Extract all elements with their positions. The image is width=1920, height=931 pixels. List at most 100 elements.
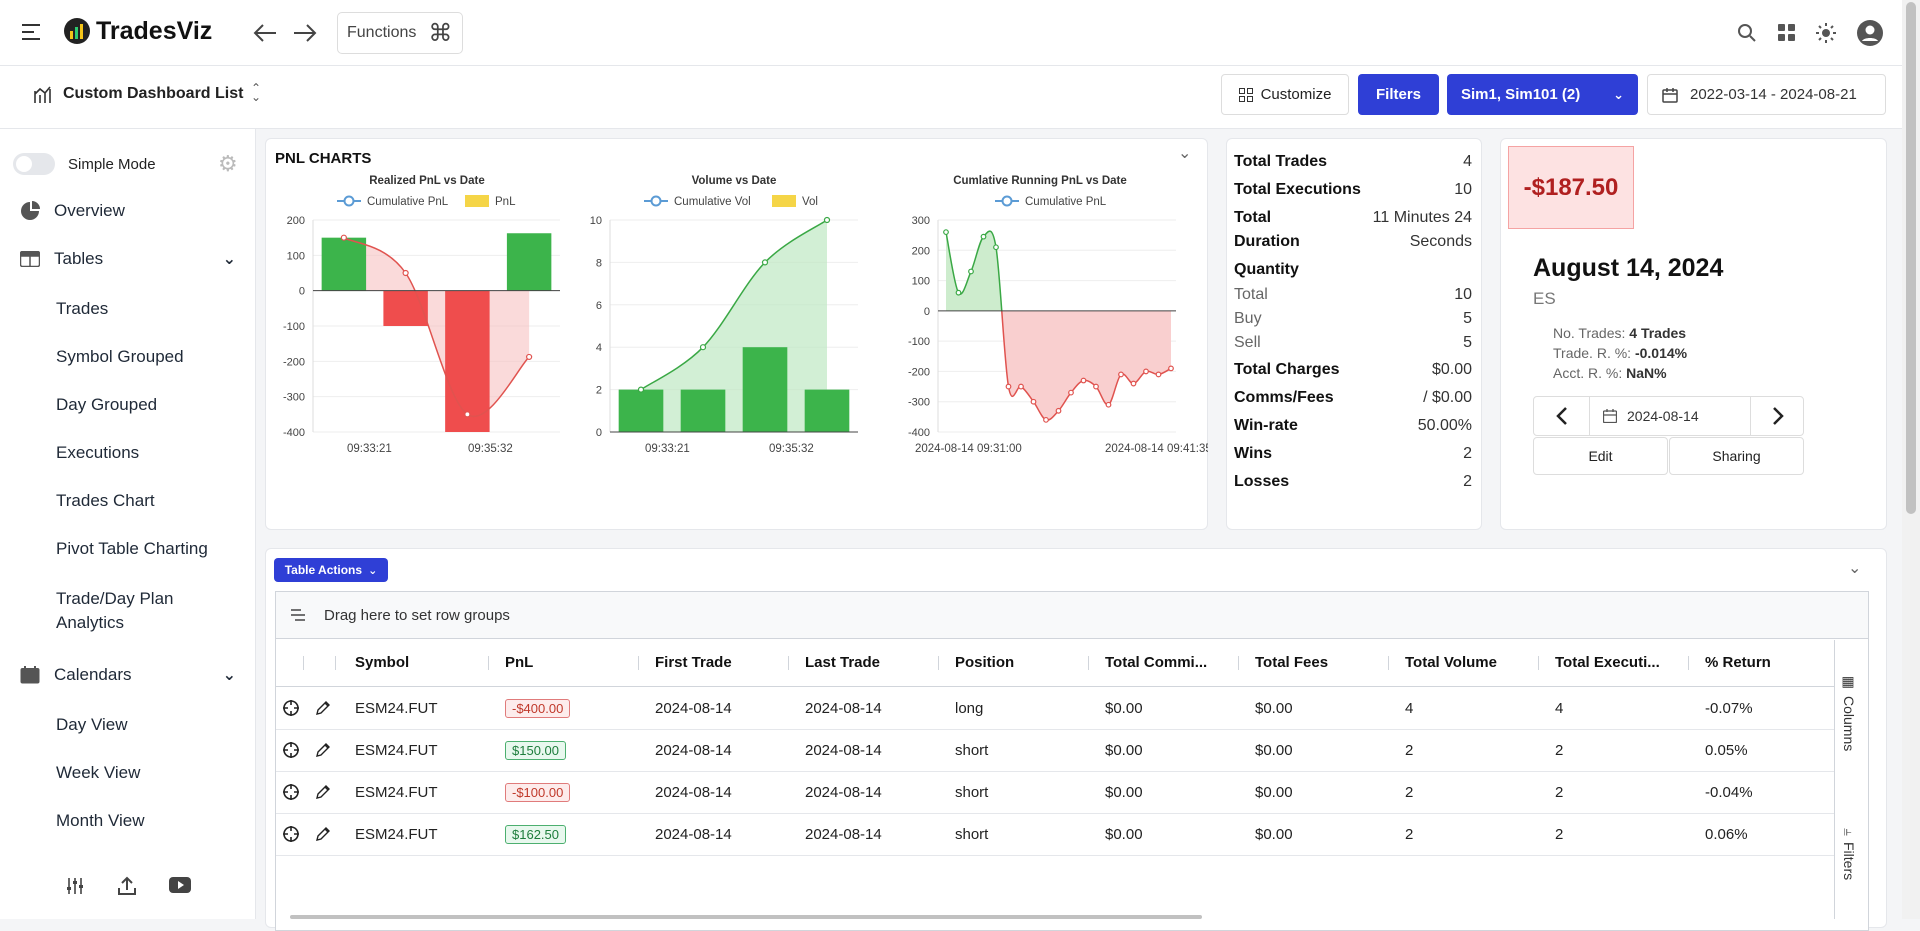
filters-tool-button[interactable]: ⫨ Filters: [1841, 828, 1857, 880]
day-date-input[interactable]: 2024-08-14: [1591, 397, 1750, 435]
sidebar-item-overview[interactable]: Overview: [20, 201, 125, 221]
column-header[interactable]: Total Executi...: [1555, 654, 1660, 671]
edit-pencil-icon[interactable]: [315, 784, 331, 800]
sidebar-item-month-view[interactable]: Month View: [56, 811, 145, 830]
back-arrow-icon[interactable]: [252, 22, 278, 44]
stat-label: Comms/Fees: [1234, 389, 1334, 406]
edit-button[interactable]: Edit: [1533, 437, 1668, 475]
column-header[interactable]: Total Fees: [1255, 654, 1329, 671]
customize-button[interactable]: Customize: [1221, 74, 1349, 115]
column-separator[interactable]: [488, 656, 489, 670]
edit-pencil-icon[interactable]: [315, 700, 331, 716]
filters-label: Filters: [1375, 86, 1421, 103]
sidebar-item-trades[interactable]: Trades: [56, 299, 109, 318]
tradesviz-logo[interactable]: TradesViz: [62, 16, 212, 46]
stat-value: 2: [1463, 473, 1472, 490]
sliders-icon[interactable]: [66, 877, 84, 895]
horizontal-scrollbar[interactable]: [290, 915, 1202, 919]
date-range-value: 2022-03-14 - 2024-08-21: [1690, 86, 1857, 103]
column-header[interactable]: Total Volume: [1405, 654, 1497, 671]
dashboard-select-chevron-icon[interactable]: ⌃ ⌄: [251, 81, 262, 104]
table-collapse-chevron-icon[interactable]: ⌄: [1848, 560, 1862, 577]
column-header[interactable]: Total Commi...: [1105, 654, 1208, 671]
stat-row: Total 11 Minutes 24: [1234, 209, 1472, 227]
simple-mode-toggle[interactable]: [13, 153, 55, 175]
crosshair-icon[interactable]: [282, 783, 300, 801]
running-pnl-point: [980, 233, 987, 240]
column-separator[interactable]: [1088, 656, 1089, 670]
search-icon[interactable]: [1737, 23, 1757, 43]
legend-bar-swatch: [772, 195, 796, 207]
crosshair-icon[interactable]: [282, 825, 300, 843]
apps-grid-icon[interactable]: [1778, 24, 1796, 42]
sidebar-item-day-view[interactable]: Day View: [56, 715, 128, 734]
accounts-select[interactable]: Sim1, Sim101 (2) ⌄: [1447, 74, 1638, 115]
bar: [804, 389, 850, 432]
columns-tool-button[interactable]: ▦ Columns: [1841, 674, 1857, 751]
column-separator[interactable]: [335, 656, 336, 670]
sidebar-item-trade-day-plan-analytics[interactable]: Trade/Day Plan Analytics: [56, 587, 173, 635]
sidebar-item-day-grouped[interactable]: Day Grouped: [56, 395, 158, 414]
y-tick-label: -100: [283, 321, 305, 333]
sidebar-item-pivot-table-charting[interactable]: Pivot Table Charting: [56, 539, 208, 558]
column-header[interactable]: PnL: [505, 654, 534, 671]
prev-day-button[interactable]: [1534, 397, 1590, 435]
collapse-chevron-icon[interactable]: ⌄: [1178, 145, 1192, 162]
forward-arrow-icon[interactable]: [292, 22, 318, 44]
cell-comm: $0.00: [1105, 742, 1143, 759]
edit-pencil-icon[interactable]: [315, 742, 331, 758]
edit-pencil-icon[interactable]: [315, 826, 331, 842]
next-day-button[interactable]: [1750, 397, 1805, 435]
hamburger-menu-icon[interactable]: [22, 24, 40, 40]
column-header[interactable]: Last Trade: [805, 654, 881, 671]
functions-button[interactable]: Functions ⌘: [337, 12, 463, 54]
sidebar-item-symbol-grouped[interactable]: Symbol Grouped: [56, 347, 184, 366]
user-avatar-icon[interactable]: [1857, 20, 1883, 46]
youtube-icon[interactable]: [169, 877, 191, 893]
column-separator[interactable]: [303, 656, 304, 670]
page-scrollbar-thumb[interactable]: [1906, 2, 1916, 514]
sidebar-item-tables[interactable]: Tables ⌄: [20, 249, 236, 269]
day-picker: 2024-08-14: [1533, 396, 1804, 436]
sidebar-item-trades-chart[interactable]: Trades Chart: [56, 491, 155, 510]
column-separator[interactable]: [1538, 656, 1539, 670]
column-separator[interactable]: [1238, 656, 1239, 670]
column-separator[interactable]: [638, 656, 639, 670]
filters-button[interactable]: Filters: [1358, 74, 1439, 115]
running-pnl-point: [1055, 407, 1062, 414]
y-tick-label: 0: [596, 427, 602, 439]
chart-title: Cumlative Running PnL vs Date: [953, 175, 1127, 187]
theme-sun-icon[interactable]: [1816, 23, 1836, 43]
column-separator[interactable]: [1688, 656, 1689, 670]
sidebar-item-executions[interactable]: Executions: [56, 443, 140, 462]
crosshair-icon[interactable]: [282, 699, 300, 717]
cell-volume: 4: [1405, 700, 1414, 717]
table-header-row: [276, 640, 1834, 687]
date-range-picker[interactable]: 2022-03-14 - 2024-08-21: [1647, 74, 1886, 115]
column-separator[interactable]: [788, 656, 789, 670]
column-header[interactable]: Position: [955, 654, 1015, 671]
column-separator[interactable]: [1388, 656, 1389, 670]
settings-gear-icon[interactable]: ⚙: [218, 151, 238, 176]
edit-label: Edit: [1588, 448, 1613, 464]
column-header[interactable]: % Return: [1705, 654, 1771, 671]
crosshair-icon[interactable]: [282, 741, 300, 759]
side-panel: ▦ Columns ⫨ Filters: [1834, 640, 1868, 919]
cell-ret: -0.04%: [1705, 784, 1753, 801]
sharing-button[interactable]: Sharing: [1669, 437, 1804, 475]
column-separator[interactable]: [938, 656, 939, 670]
stat-value: 10: [1454, 181, 1472, 198]
simple-mode-label: Simple Mode: [68, 156, 156, 173]
y-tick-label: 200: [912, 245, 930, 257]
upload-icon[interactable]: [117, 876, 137, 896]
column-header[interactable]: First Trade: [655, 654, 732, 671]
sidebar-item-calendars[interactable]: Calendars ⌄: [20, 665, 236, 685]
legend-label: Cumulative Vol: [674, 196, 751, 208]
column-header[interactable]: Symbol: [355, 654, 410, 671]
dashboard-title[interactable]: Custom Dashboard List: [63, 85, 244, 102]
sidebar-item-week-view[interactable]: Week View: [56, 763, 141, 782]
bar: [680, 389, 726, 432]
row-group-bar[interactable]: Drag here to set row groups: [276, 592, 1868, 639]
table-actions-button[interactable]: Table Actions ⌄: [274, 558, 388, 582]
stat-value: 50.00%: [1417, 417, 1472, 434]
